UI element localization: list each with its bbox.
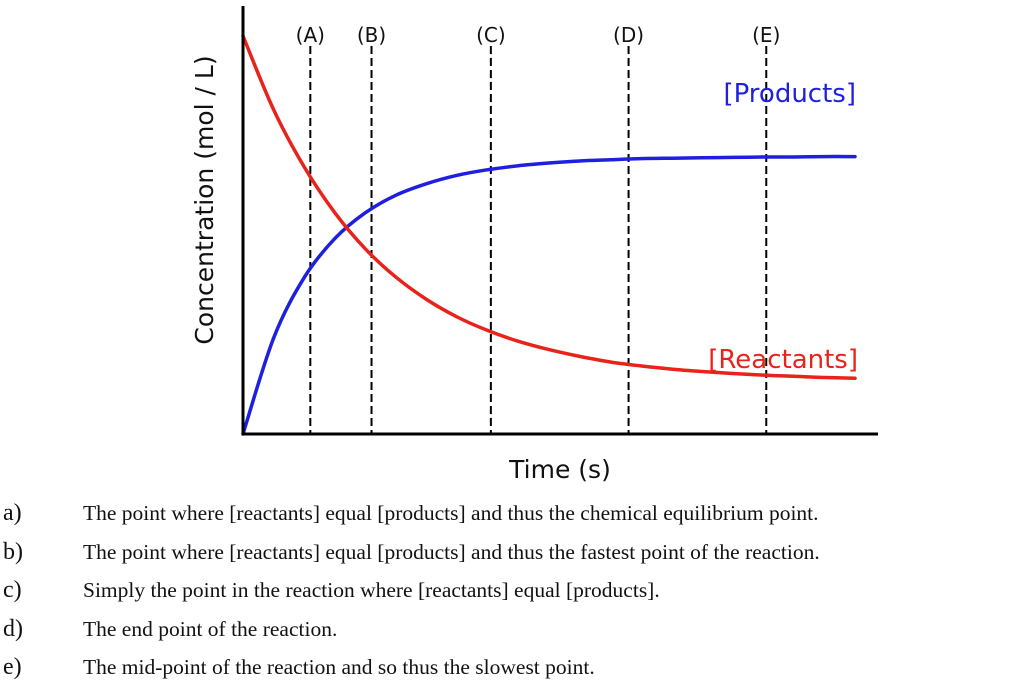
option-a[interactable]: a) The point where [reactants] equal [pr… xyxy=(0,494,1024,533)
marker-lines: (A) (B) (C) (D) (E) xyxy=(296,23,780,434)
option-letter: c) xyxy=(3,577,22,603)
option-b[interactable]: b) The point where [reactants] equal [pr… xyxy=(0,533,1024,572)
option-e[interactable]: e) The mid-point of the reaction and so … xyxy=(0,648,1024,687)
marker-label: (E) xyxy=(752,23,780,47)
option-letter: b) xyxy=(3,538,23,565)
series-line xyxy=(241,154,857,436)
option-text: The point where [reactants] equal [produ… xyxy=(83,539,820,564)
marker-label: (B) xyxy=(357,23,386,47)
option-c[interactable]: c) Simply the point in the reaction wher… xyxy=(0,571,1024,610)
marker-label: (A) xyxy=(296,23,325,47)
option-letter: e) xyxy=(3,654,22,680)
option-letter: a) xyxy=(3,500,22,526)
y-axis-label: Concentration (mol / L) xyxy=(190,55,219,344)
option-text: Simply the point in the reaction where [… xyxy=(83,578,660,602)
concentration-time-chart: (A) (B) (C) (D) (E) Concentration (mol / L) … xyxy=(190,6,878,484)
option-text: The point where [reactants] equal [produ… xyxy=(83,501,819,525)
answer-options: a) The point where [reactants] equal [pr… xyxy=(0,494,1024,687)
marker-label: (C) xyxy=(476,23,506,47)
series-line xyxy=(241,34,857,381)
option-text: The mid-point of the reaction and so thu… xyxy=(83,655,595,679)
series-labels: [Products] [Reactants] xyxy=(708,79,858,375)
option-d[interactable]: d) The end point of the reaction. xyxy=(0,610,1024,649)
option-letter: d) xyxy=(3,615,23,642)
marker-label: (D) xyxy=(613,23,644,47)
products-series-label: [Products] xyxy=(723,79,856,109)
option-text: The end point of the reaction. xyxy=(83,616,338,641)
reactants-series-label: [Reactants] xyxy=(708,345,858,375)
x-axis-label: Time (s) xyxy=(508,455,611,484)
series-lines xyxy=(241,34,857,436)
